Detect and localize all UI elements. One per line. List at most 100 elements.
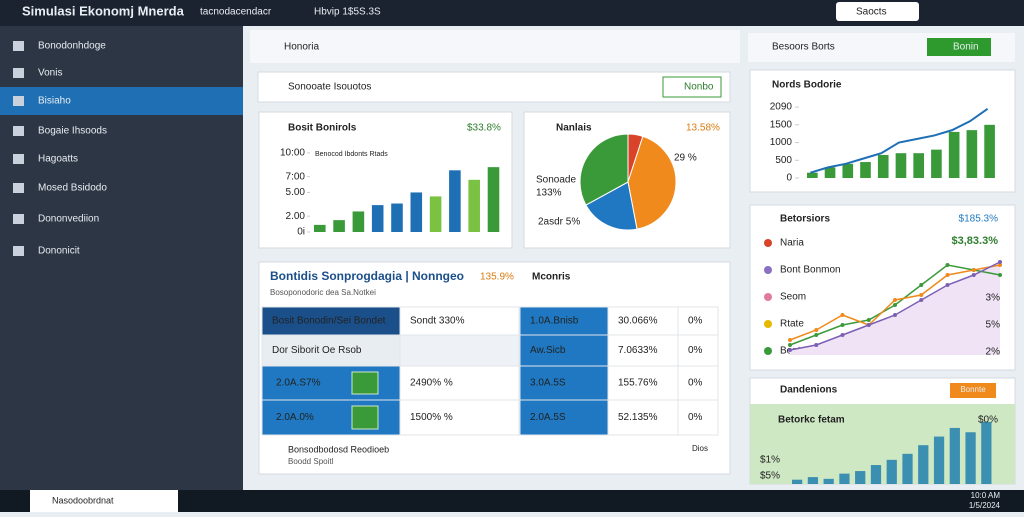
sidebar-icon (13, 246, 24, 256)
table-cell-text: 2.0A.0% (276, 412, 314, 423)
pie-card-badge: 13.58% (686, 123, 720, 134)
legend-label: Naria (780, 238, 804, 249)
filter-button-text[interactable]: Nonbo (684, 82, 714, 93)
legend-dot (764, 266, 772, 274)
sidebar-item[interactable]: Dononicit (38, 246, 80, 257)
bar (449, 170, 461, 232)
table-cell (399, 334, 520, 367)
y-tick-label: 2.00 (286, 211, 306, 222)
line-card-value: $3,83.3% (952, 235, 999, 247)
right-button-text[interactable]: Bonin (953, 42, 979, 53)
point (866, 318, 871, 322)
sidebar-item[interactable]: Mosed Bsidodo (38, 183, 107, 194)
sidebar-item[interactable]: Dononvediion (38, 214, 99, 225)
table-subtitle: Bosoponodoric dea Sa.Notkei (270, 288, 376, 297)
bar (391, 203, 403, 232)
y-tick-label: 2090 (770, 102, 793, 113)
bar (886, 459, 897, 484)
sidebar-item[interactable]: Bisiaho (38, 96, 71, 107)
pie-label: 29 % (674, 153, 697, 164)
sidebar-icon (13, 214, 24, 224)
bottom-card-title: Dandenions (780, 385, 838, 396)
table-legend-2: Mconris (532, 272, 571, 283)
bar (860, 162, 871, 178)
pie-label: Sonoade (536, 175, 576, 186)
bottom-button[interactable] (950, 383, 996, 398)
table-cell-text: 2.0A.S7% (276, 378, 321, 389)
table-cell-text: 2.0A.5S (530, 412, 566, 423)
search-box[interactable] (836, 2, 919, 21)
sidebar-item[interactable]: Bonodonhdoge (38, 41, 106, 52)
filter-text[interactable]: Sonooate Isouotos (288, 82, 371, 93)
y-tick-label: 7:00 (286, 171, 306, 182)
table-cell-text: Dor Siborit Oe Rsob (272, 345, 362, 356)
bar (371, 205, 384, 232)
table-legend-1: 135.9% (480, 272, 514, 283)
legend-dot (764, 347, 772, 355)
bar (352, 211, 365, 232)
axis-label: 2% (986, 347, 1001, 358)
point (788, 348, 792, 352)
axis-label: $0% (978, 415, 998, 426)
sidebar-item[interactable]: Bogaie Ihsoods (38, 126, 107, 137)
point (919, 293, 924, 297)
filter-bar[interactable] (257, 71, 731, 103)
bar (948, 131, 960, 178)
point (919, 298, 924, 302)
legend-label: Seom (780, 292, 806, 303)
table-cell (607, 365, 679, 401)
filter-button[interactable] (662, 76, 722, 98)
point (893, 298, 897, 302)
table-cell-text: 1.0A.Bnisb (530, 316, 579, 327)
table-cell (677, 399, 719, 436)
center-search-text[interactable]: Honoria (284, 42, 319, 53)
table-cell (519, 365, 609, 401)
bar (870, 465, 882, 484)
bottom-card-subtitle: Betorkc fetam (778, 415, 845, 426)
table-cell-text: 0% (688, 378, 703, 389)
bar (877, 154, 889, 178)
legend-dot (764, 293, 772, 301)
table-footer-button[interactable]: Dios (692, 444, 708, 453)
center-search[interactable] (250, 30, 740, 63)
line-card-title: Betorsiors (780, 214, 830, 225)
y-tick-label: 10:00 (280, 148, 305, 159)
legend-dot (764, 320, 772, 328)
clock-date: 1/5/2024 (969, 501, 1001, 510)
table-cell-text: 2490% % (410, 378, 453, 389)
table-cell (261, 334, 401, 367)
cell-icon (351, 371, 379, 395)
table-cell (519, 306, 609, 336)
table-cell-text: 0% (688, 412, 703, 423)
table-cell-text: 0% (688, 316, 703, 327)
bar (949, 427, 960, 484)
bar (824, 167, 836, 178)
taskbar (0, 490, 1024, 512)
point (998, 260, 1002, 264)
table-cell (677, 306, 719, 336)
cell-icon (351, 405, 379, 430)
table-cell (399, 306, 520, 336)
sidebar-item[interactable]: Hagoatts (38, 154, 78, 165)
sidebar-icon (13, 96, 24, 106)
right-button[interactable] (927, 38, 991, 56)
sidebar-icon (13, 68, 24, 78)
point (998, 273, 1002, 277)
axis-label: 3% (986, 293, 1001, 304)
taskbar-search-text[interactable]: Nasodoobrdnat (52, 495, 114, 505)
search-text[interactable]: Saocts (856, 7, 887, 18)
bottom-button-text[interactable]: Bonnte (960, 385, 986, 394)
y-tick-label: 1000 (770, 137, 793, 148)
y-tick-label: 1500 (770, 119, 793, 130)
point (893, 303, 897, 307)
point (814, 333, 819, 337)
app-subtitle: tacnodacendacr (200, 7, 272, 18)
bar (468, 179, 480, 232)
bar (918, 445, 929, 484)
taskbar-search[interactable] (30, 490, 178, 512)
table-footer-2: Boodd Spoitl (288, 457, 334, 466)
bar (981, 421, 992, 484)
sidebar-icon (13, 126, 24, 136)
bar (933, 436, 945, 484)
sidebar-item[interactable]: Vonis (38, 68, 62, 79)
